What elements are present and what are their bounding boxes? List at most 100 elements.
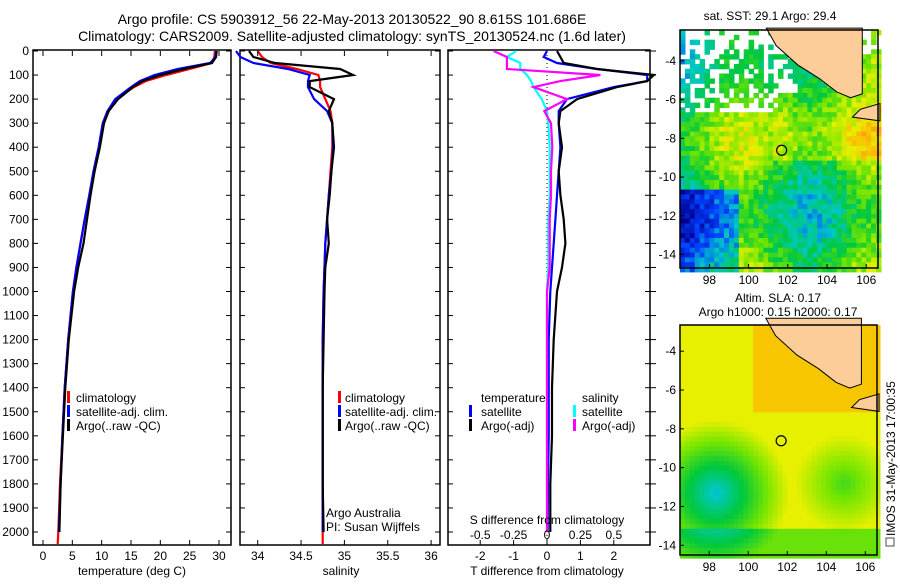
x2-tick-label: 0.5 bbox=[605, 528, 622, 542]
difference-legend: temperature salinity satellite Argo(-adj… bbox=[469, 391, 635, 433]
y-tick-label: -12 bbox=[659, 209, 677, 223]
plot-frame bbox=[447, 49, 651, 546]
title-line1: Argo profile: CS 5903912_56 22-May-2013 … bbox=[118, 11, 587, 27]
sst-map-panel: 98 100 102 104 106 -4 -6 -8 -10 -12 -14 bbox=[659, 27, 882, 287]
x-tick-label: 100 bbox=[738, 560, 758, 574]
x-tick-label: 100 bbox=[739, 273, 759, 287]
x-tick-label: 35.5 bbox=[376, 549, 400, 563]
x-tick-label: 5 bbox=[69, 549, 76, 563]
x-tick-label: 25 bbox=[183, 549, 197, 563]
x-tick-label: 15 bbox=[124, 549, 138, 563]
legend-climatology: climatology bbox=[345, 391, 405, 405]
y-tick-label: 600 bbox=[9, 188, 29, 202]
y-tick-label: 800 bbox=[9, 236, 29, 250]
landmass-sumatra bbox=[764, 317, 862, 389]
y-tick-label: 1400 bbox=[2, 381, 29, 395]
y-tick-label: 1300 bbox=[2, 357, 29, 371]
y-tick-label: -8 bbox=[665, 422, 676, 436]
salinity-legend: climatology satellite-adj. clim. Argo(..… bbox=[338, 391, 437, 433]
x-tick-label: 106 bbox=[856, 273, 876, 287]
y-tick-label: -10 bbox=[659, 461, 677, 475]
timestamp-stamp: IMOS 31-May-2013 17:00:35 bbox=[884, 381, 898, 547]
x-axis-label-difference: T difference from climatology bbox=[470, 564, 624, 578]
legend-argo: Argo(..raw -QC) bbox=[345, 419, 430, 433]
y-tick-label: -6 bbox=[665, 383, 676, 397]
plot-frame bbox=[32, 49, 232, 546]
y-tick-label: -12 bbox=[659, 499, 677, 513]
legend-swatch-s-satellite bbox=[573, 405, 576, 417]
legend-swatch-t-satellite bbox=[469, 405, 472, 417]
y-tick-label: 300 bbox=[9, 116, 29, 130]
x-tick-label: -1 bbox=[508, 549, 519, 563]
y-tick-label: -8 bbox=[665, 131, 676, 145]
plot-frame bbox=[239, 49, 441, 546]
x-tick-label: 102 bbox=[778, 273, 798, 287]
y-tick-label: 1100 bbox=[3, 309, 29, 323]
y-tick-label: 100 bbox=[9, 68, 29, 82]
x-tick-label: 20 bbox=[154, 549, 168, 563]
x-tick-label: 10 bbox=[95, 549, 109, 563]
legend-swatch-satellite bbox=[67, 405, 70, 417]
series-line-satellite-adj-clim- bbox=[235, 50, 335, 532]
y-tick-label: -4 bbox=[665, 54, 676, 68]
legend-salinity-header: salinity bbox=[582, 391, 619, 405]
x2-tick-label: -0.25 bbox=[500, 528, 528, 542]
x-tick-label: 98 bbox=[703, 273, 717, 287]
argo-position-marker bbox=[775, 435, 787, 447]
x-tick-label: 0 bbox=[40, 549, 47, 563]
y-tick-label: 1200 bbox=[2, 333, 29, 347]
legend-t-satellite: satellite bbox=[481, 405, 522, 419]
title-line2: Climatology: CARS2009. Satellite-adjuste… bbox=[78, 28, 626, 44]
series-line-climatology bbox=[256, 50, 334, 544]
legend-argo: Argo(..raw -QC) bbox=[76, 419, 161, 433]
sla-map-panel: 98 100 102 104 106 -4 -6 -8 -10 -12 -14 bbox=[659, 317, 881, 574]
y-tick-label: 1700 bbox=[2, 453, 29, 467]
x2-tick-label: 0 bbox=[544, 528, 551, 542]
annotation-pi: PI: Susan Wijffels bbox=[326, 520, 420, 534]
y-tick-label: 0 bbox=[22, 44, 29, 58]
x-tick-label: 98 bbox=[703, 560, 717, 574]
x-tick-label: 1 bbox=[577, 549, 584, 563]
temperature-legend: climatology satellite-adj. clim. Argo(..… bbox=[67, 391, 168, 433]
y-tick-label: 400 bbox=[9, 140, 29, 154]
y-tick-label: 2000 bbox=[2, 525, 29, 539]
legend-t-argo: Argo(-adj) bbox=[481, 419, 534, 433]
legend-swatch-satellite bbox=[338, 405, 341, 417]
sla-map-title1: Altim. SLA: 0.17 bbox=[735, 291, 821, 305]
series-line-climatology bbox=[56, 50, 216, 545]
landmass-java bbox=[850, 393, 880, 412]
legend-temperature-header: temperature bbox=[481, 391, 546, 405]
map-frame bbox=[679, 324, 878, 556]
annotation-argo-australia: Argo Australia bbox=[326, 506, 401, 520]
sst-map-title: sat. SST: 29.1 Argo: 29.4 bbox=[704, 9, 837, 23]
y-tick-label: 1500 bbox=[2, 405, 29, 419]
sla-map-title2: Argo h1000: 0.15 h2000: 0.17 bbox=[699, 305, 858, 319]
temperature-panel: 0100200300400500600700800900100011001200… bbox=[2, 44, 232, 563]
y-tick-label: -10 bbox=[659, 170, 677, 184]
legend-swatch-climatology bbox=[67, 391, 70, 403]
timestamp-text: IMOS 31-May-2013 17:00:35 bbox=[884, 381, 898, 536]
series-line-satellite-adj-clim- bbox=[57, 50, 218, 533]
x2-tick-label: -0.5 bbox=[470, 528, 491, 542]
y-tick-label: 1800 bbox=[2, 477, 29, 491]
y-tick-label: 200 bbox=[9, 92, 29, 106]
x-tick-label: 34 bbox=[251, 549, 265, 563]
x-tick-label: 35 bbox=[338, 549, 352, 563]
difference-panel: -2 -1 0 1 2 -0.5 -0.25 0 0.25 0.5 bbox=[447, 49, 657, 563]
y-tick-label: -14 bbox=[659, 247, 677, 261]
y-tick-label: 1600 bbox=[2, 429, 29, 443]
x-tick-label: 36 bbox=[424, 549, 438, 563]
argo-position-marker bbox=[776, 144, 788, 156]
y-tick-label: -6 bbox=[665, 93, 676, 107]
x-tick-label: 34.5 bbox=[289, 549, 313, 563]
y-tick-label: -4 bbox=[665, 344, 676, 358]
legend-swatch-argo bbox=[67, 419, 70, 431]
x-tick-label: 0 bbox=[544, 549, 551, 563]
x-axis-label-salinity: salinity bbox=[323, 564, 360, 578]
map-cells bbox=[680, 30, 882, 273]
legend-s-satellite: satellite bbox=[582, 405, 623, 419]
y-tick-label: 1900 bbox=[2, 501, 29, 515]
y-tick-label: 1000 bbox=[2, 285, 29, 299]
x2-axis-label: S difference from climatology bbox=[470, 513, 625, 527]
imos-logo-icon bbox=[885, 537, 895, 547]
